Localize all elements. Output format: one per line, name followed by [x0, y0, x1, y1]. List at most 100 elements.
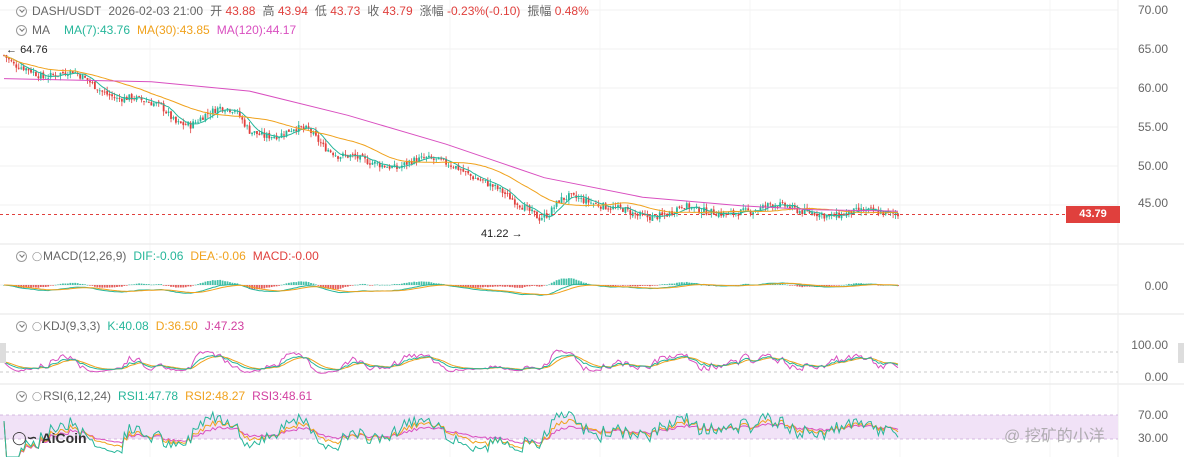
macd-histogram-bar [499, 285, 502, 287]
candle-body [811, 212, 813, 215]
macd-tick: 0.00 [1144, 279, 1168, 293]
macd-histogram-bar [332, 285, 335, 290]
candle-body [531, 209, 533, 212]
macd-histogram-bar [66, 283, 69, 285]
macd-histogram-bar [278, 285, 280, 286]
kdj-legend: ◯ KDJ(9,3,3) K:40.08 D:36.50 J:47.23 [0, 318, 244, 334]
candle-body [231, 112, 234, 113]
macd-histogram-bar [386, 284, 389, 286]
macd-histogram-bar [383, 284, 386, 286]
macd-histogram-bar [624, 285, 627, 286]
macd-histogram-bar [830, 285, 833, 286]
macd-histogram-bar [25, 285, 28, 288]
macd-histogram-bar [37, 285, 40, 288]
bell-icon[interactable]: ◯ [32, 320, 43, 331]
candle-body [312, 131, 315, 135]
collapse-icon[interactable] [16, 390, 27, 402]
bell-icon[interactable]: ◯ [32, 390, 43, 401]
macd-histogram-bar [538, 285, 541, 287]
bell-icon[interactable]: ◯ [32, 250, 43, 261]
candle-body [749, 211, 752, 215]
candle-body [764, 205, 767, 207]
macd-histogram-bar [572, 278, 575, 285]
amp-value: 0.48% [554, 4, 589, 18]
collapse-icon[interactable] [16, 320, 27, 332]
macd-histogram-bar [364, 283, 366, 285]
macd-histogram-bar [774, 283, 777, 285]
candle-body [592, 203, 595, 205]
macd-histogram-bar [435, 283, 438, 285]
macd-histogram-bar [354, 284, 357, 286]
macd-histogram-bar [398, 284, 401, 285]
scroll-right-handle[interactable] [1178, 343, 1184, 363]
macd-histogram-bar [408, 282, 411, 285]
macd-histogram-bar [840, 284, 843, 286]
candle-body [798, 211, 801, 214]
candle-body [35, 72, 37, 77]
macd-histogram-bar [192, 285, 195, 286]
low-marker-value: 41.22 [481, 228, 509, 240]
macd-histogram-bar [229, 282, 231, 285]
macd-histogram-bar [543, 285, 546, 286]
macd-histogram-bar [570, 278, 573, 285]
candle-body [717, 212, 720, 217]
candle-body [607, 208, 610, 210]
macd-histogram-bar [346, 285, 349, 287]
macd-histogram-bar [258, 285, 261, 290]
d-value: D:36.50 [155, 319, 198, 333]
candle-body [69, 70, 72, 75]
macd-histogram-bar [233, 283, 236, 285]
candle-body [506, 193, 509, 194]
ma120-line [3, 78, 899, 212]
candle-body [59, 72, 62, 76]
candle-body [555, 200, 558, 207]
collapse-icon[interactable] [16, 250, 27, 262]
macd-histogram-bar [796, 285, 799, 287]
kdj-name: KDJ(9,3,3) [43, 319, 101, 333]
high-marker: ← 64.76 [6, 44, 48, 56]
macd-histogram-bar [671, 283, 673, 285]
candle-body [120, 98, 123, 102]
candle-body [560, 197, 563, 204]
macd-histogram-bar [224, 281, 226, 285]
macd-histogram-bar [189, 285, 192, 287]
candle-body [528, 205, 531, 211]
j-value: J:47.23 [204, 319, 245, 333]
candle-body [317, 135, 320, 142]
candle-body [283, 134, 285, 136]
price-tick: 50.00 [1137, 159, 1168, 173]
collapse-icon[interactable] [16, 24, 27, 36]
candle-body [415, 158, 418, 163]
candle-body [167, 111, 170, 113]
candle-body [219, 106, 222, 109]
macd-histogram-bar [337, 285, 339, 290]
candle-body [8, 58, 10, 60]
macd-histogram-bar [35, 285, 37, 288]
candle-body [81, 75, 84, 80]
macd-histogram-bar [663, 284, 666, 285]
candle-body [457, 164, 460, 170]
macd-histogram-bar [619, 285, 622, 286]
candle-body [302, 126, 305, 129]
collapse-icon[interactable] [16, 5, 27, 17]
macd-histogram-bar [226, 281, 229, 285]
macd-histogram-bar [263, 285, 266, 289]
macd-histogram-bar [194, 284, 197, 286]
ma7-line [3, 54, 899, 218]
macd-histogram-bar [381, 284, 384, 286]
macd-histogram-bar [138, 283, 140, 285]
candle-body [442, 158, 445, 160]
macd-histogram-bar [629, 285, 632, 287]
candle-body [187, 122, 190, 126]
candle-body [150, 102, 153, 106]
candle-body [705, 207, 708, 215]
macd-histogram-bar [359, 284, 362, 285]
macd-histogram-bar [52, 285, 55, 286]
candle-body [661, 212, 664, 215]
scroll-left-handle[interactable] [0, 343, 6, 363]
candle-body [189, 122, 192, 129]
candle-body [103, 91, 106, 93]
macd-histogram-bar [175, 285, 177, 288]
candle-body [656, 215, 659, 220]
